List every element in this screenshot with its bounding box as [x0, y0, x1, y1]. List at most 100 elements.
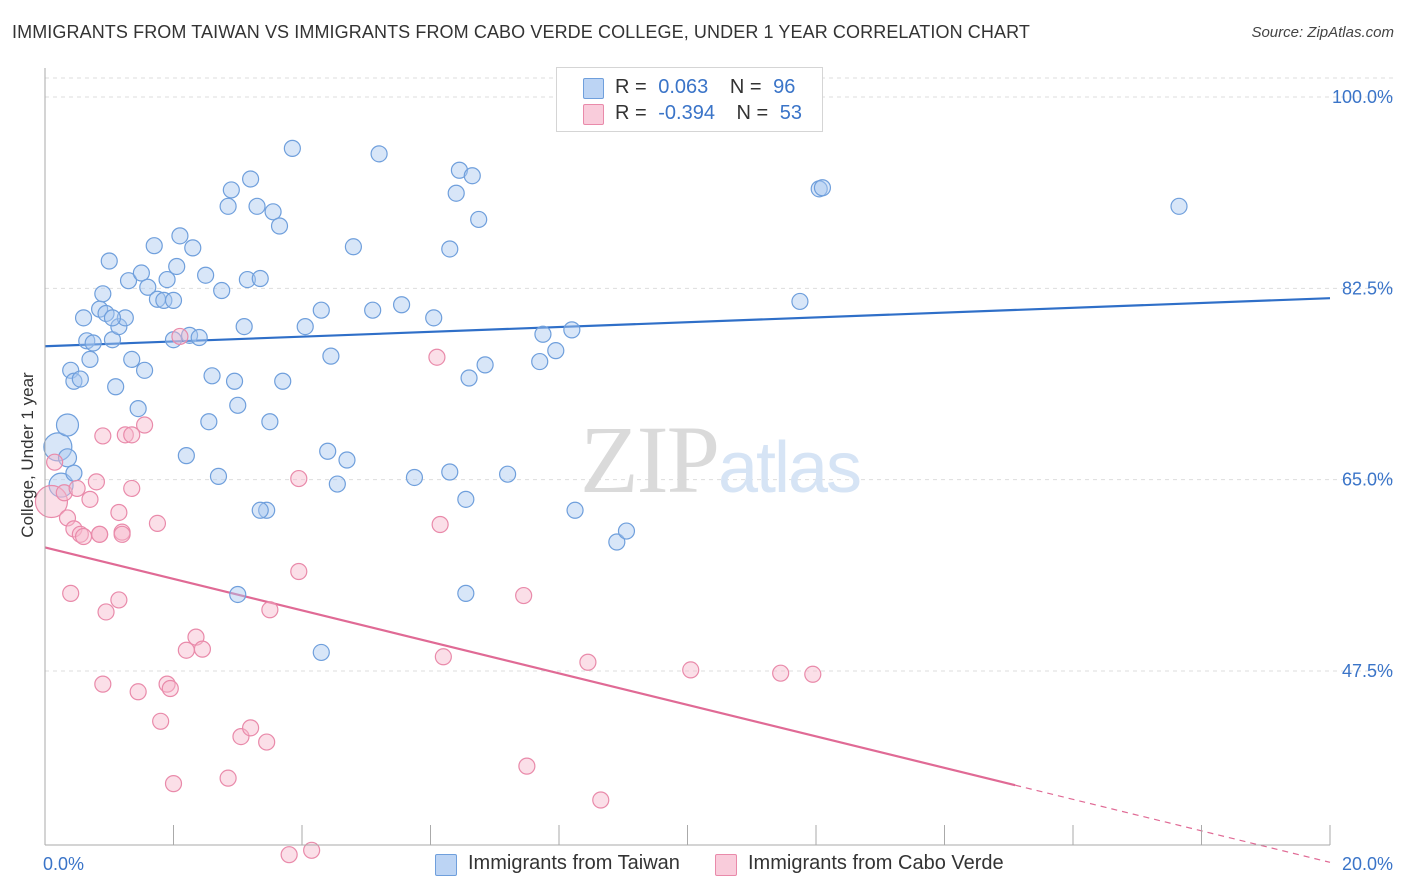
y-tick-label: 100.0%: [1332, 87, 1393, 107]
point-taiwan: [94, 285, 112, 303]
point-cabo-verde: [434, 648, 452, 666]
point-taiwan: [235, 318, 253, 336]
point-cabo-verde: [219, 769, 237, 787]
source-label: Source: ZipAtlas.com: [1251, 24, 1394, 41]
point-taiwan: [531, 352, 549, 371]
point-taiwan: [177, 447, 195, 465]
point-taiwan: [139, 278, 157, 296]
point-taiwan: [392, 296, 411, 314]
bottom-legend-label-taiwan: Immigrants from Taiwan: [468, 852, 680, 874]
point-taiwan: [364, 301, 382, 319]
point-taiwan: [248, 197, 266, 215]
point-taiwan: [563, 321, 581, 339]
point-taiwan: [566, 501, 584, 519]
legend-r-label: R =: [615, 102, 647, 124]
point-taiwan: [242, 170, 260, 188]
point-cabo-verde: [116, 426, 134, 444]
point-taiwan: [328, 475, 346, 493]
point-taiwan: [534, 325, 552, 343]
point-cabo-verde: [58, 509, 77, 527]
point-taiwan: [319, 442, 337, 460]
point-taiwan: [338, 451, 356, 469]
point-taiwan: [1170, 197, 1188, 215]
point-cabo-verde: [428, 348, 446, 366]
legend-n-label: N =: [729, 76, 762, 98]
point-taiwan: [74, 309, 93, 327]
watermark-zip: ZIP: [580, 406, 718, 513]
point-taiwan: [225, 372, 244, 390]
point-taiwan: [164, 291, 183, 309]
y-tick-label: 82.5%: [1342, 278, 1393, 298]
point-taiwan: [813, 179, 832, 197]
bottom-legend-swatch-taiwan: [435, 854, 457, 876]
point-cabo-verde: [242, 719, 260, 737]
bottom-legend-swatch-cabo-verde: [715, 854, 737, 876]
point-cabo-verde: [592, 791, 610, 809]
point-cabo-verde: [55, 484, 73, 502]
point-cabo-verde: [290, 562, 308, 581]
point-taiwan: [441, 240, 459, 258]
point-taiwan: [617, 522, 636, 540]
x-tick-label-max: 20.0%: [1342, 854, 1393, 874]
watermark-atlas: atlas: [718, 428, 860, 508]
point-taiwan: [547, 342, 565, 360]
point-taiwan: [457, 490, 475, 508]
point-cabo-verde: [193, 640, 212, 658]
y-axis-label: College, Under 1 year: [18, 372, 37, 538]
legend-swatch-cabo-verde: [583, 104, 604, 125]
point-taiwan: [155, 291, 173, 309]
legend-n-label: N =: [736, 102, 769, 124]
point-taiwan: [81, 350, 99, 368]
legend-swatch-taiwan: [583, 78, 604, 99]
point-taiwan: [447, 184, 465, 202]
point-cabo-verde: [164, 775, 183, 793]
point-cabo-verde: [515, 586, 533, 605]
point-taiwan: [261, 413, 279, 431]
point-taiwan: [103, 309, 122, 327]
y-tick-label: 65.0%: [1342, 470, 1393, 490]
point-taiwan: [213, 281, 231, 300]
point-cabo-verde: [62, 584, 80, 602]
point-taiwan: [344, 238, 362, 256]
point-taiwan: [258, 501, 276, 519]
point-cabo-verde: [518, 757, 536, 775]
point-taiwan: [197, 266, 215, 284]
point-taiwan: [460, 369, 478, 387]
point-taiwan: [405, 468, 424, 487]
legend-r-value: 0.063: [658, 76, 709, 98]
point-cabo-verde: [261, 601, 279, 619]
point-cabo-verde: [232, 727, 250, 746]
legend-r-label: R =: [615, 76, 647, 98]
point-cabo-verde: [431, 515, 449, 534]
point-taiwan: [119, 272, 138, 290]
point-taiwan: [200, 413, 218, 431]
point-taiwan: [425, 309, 443, 327]
point-taiwan: [132, 264, 150, 282]
point-taiwan: [499, 465, 517, 483]
point-cabo-verde: [171, 327, 189, 346]
point-taiwan: [171, 227, 189, 245]
point-taiwan: [190, 328, 208, 347]
point-taiwan: [791, 292, 809, 311]
point-taiwan: [135, 361, 154, 379]
point-cabo-verde: [258, 733, 276, 751]
point-taiwan: [264, 203, 282, 221]
point-taiwan: [476, 356, 494, 374]
point-cabo-verde: [152, 712, 170, 730]
point-taiwan: [450, 161, 469, 179]
point-taiwan: [222, 181, 240, 199]
point-taiwan: [238, 270, 256, 289]
point-cabo-verde: [113, 525, 131, 543]
chart-title: IMMIGRANTS FROM TAIWAN VS IMMIGRANTS FRO…: [12, 22, 1030, 42]
point-cabo-verde: [34, 484, 69, 519]
point-cabo-verde: [135, 416, 154, 434]
legend: R = 0.063 N = 96 R = -0.394 N = 53: [556, 67, 823, 132]
point-taiwan: [65, 372, 83, 390]
point-taiwan: [62, 361, 80, 379]
point-cabo-verde: [110, 591, 128, 609]
point-cabo-verde: [123, 426, 141, 444]
point-taiwan: [370, 145, 388, 163]
point-taiwan: [168, 257, 186, 276]
point-cabo-verde: [110, 503, 128, 522]
